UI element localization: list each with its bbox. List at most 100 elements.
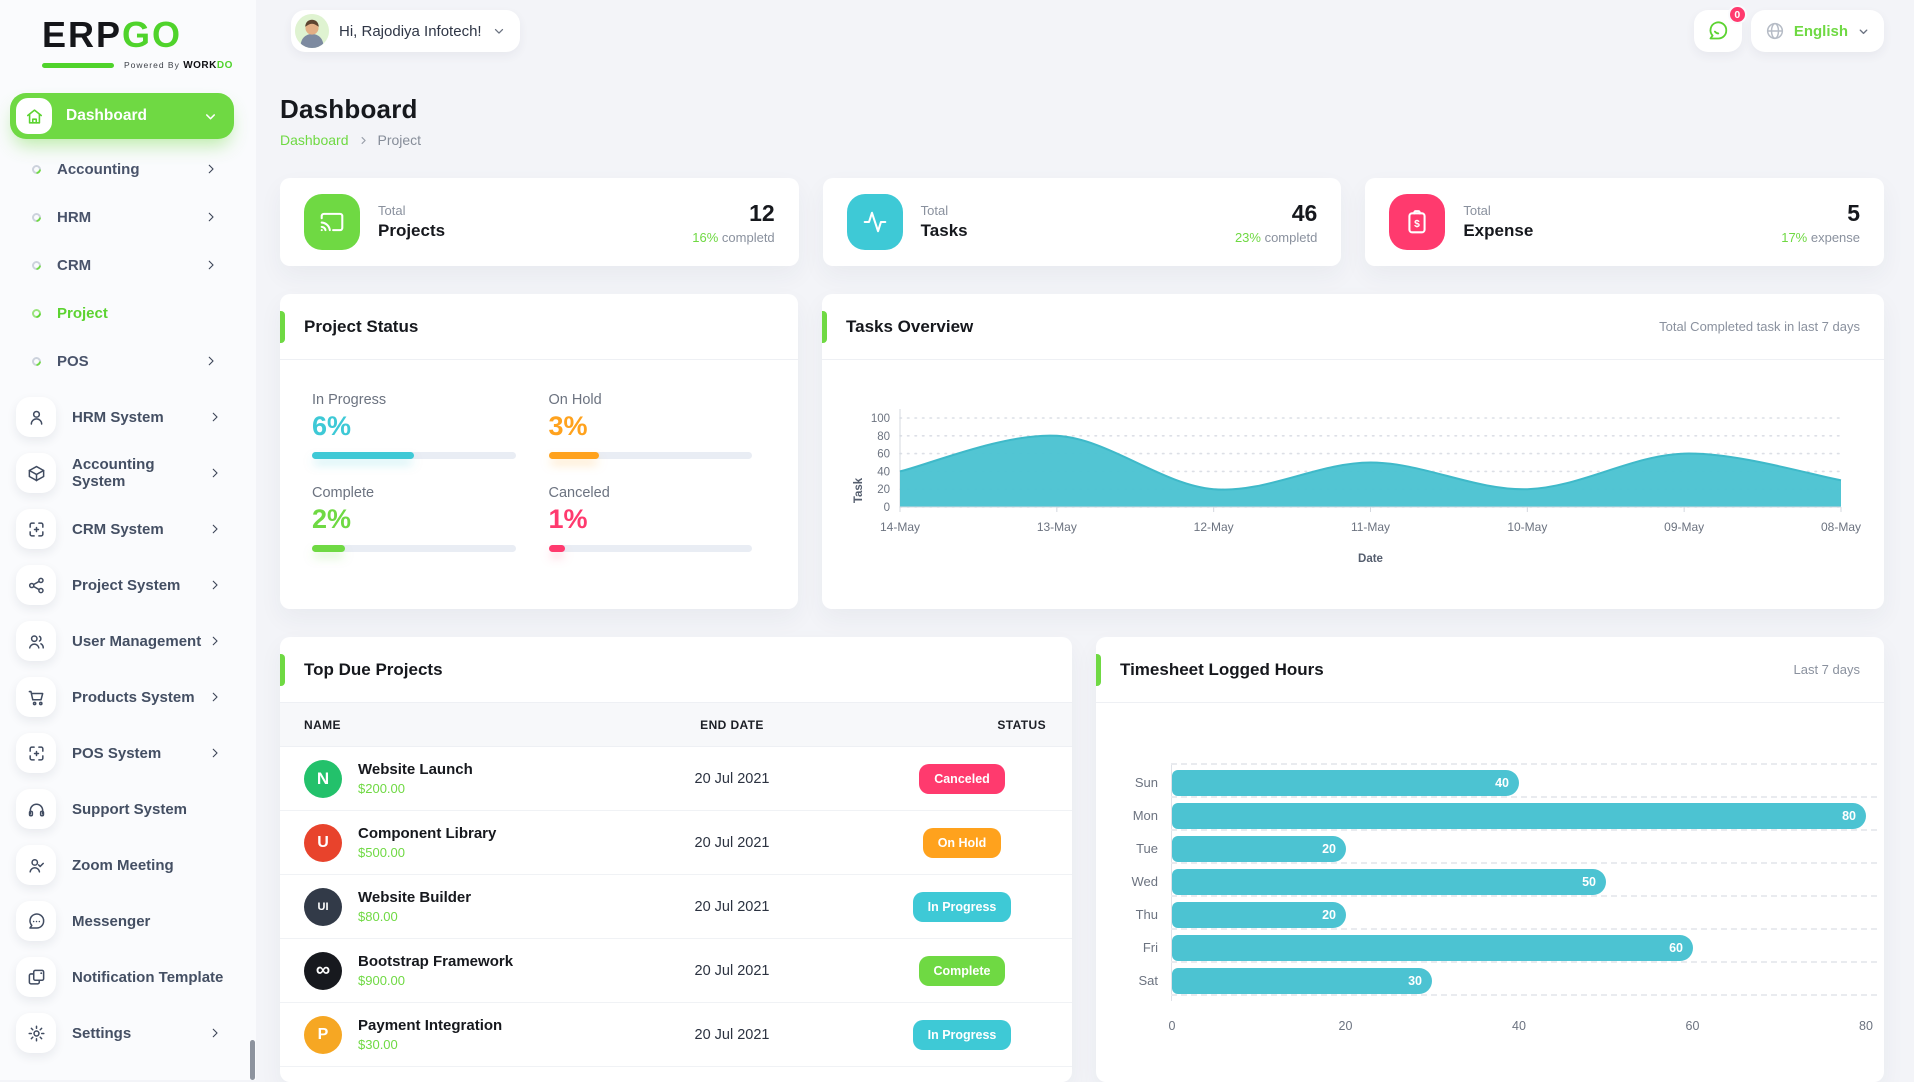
chevron-down-icon [203, 109, 218, 124]
bar-label-sat: Sat [1138, 973, 1158, 988]
user-check-icon [16, 845, 56, 885]
chevron-right-icon [208, 1026, 222, 1040]
sidebar-item-zoom-meeting[interactable]: Zoom Meeting [0, 837, 256, 893]
sidebar-item-project-system[interactable]: Project System [0, 557, 256, 613]
progress-bar [312, 452, 516, 459]
share-icon [16, 565, 56, 605]
sidebar-subitem-pos[interactable]: POS [0, 337, 256, 385]
chevron-right-icon [204, 162, 218, 176]
bar-label-sun: Sun [1134, 775, 1158, 790]
svg-text:09-May: 09-May [1664, 520, 1704, 534]
sidebar-item-hrm-system[interactable]: HRM System [0, 389, 256, 445]
dashboard-submenu: Accounting HRM CRM Project POS [0, 145, 256, 385]
status-badge: In Progress [912, 1019, 1012, 1050]
gear-icon [16, 1013, 56, 1053]
bullet-icon [30, 306, 43, 320]
messages-button[interactable]: 0 [1693, 5, 1747, 52]
svg-text:08-May: 08-May [1821, 520, 1861, 534]
breadcrumb-link-dashboard[interactable]: Dashboard [280, 132, 349, 148]
card-accent [822, 311, 827, 343]
capture-icon [16, 509, 56, 549]
sidebar-item-support-system[interactable]: Support System [0, 781, 256, 837]
topbar: Hi, Rajodiya Infotech! 0 English [280, 5, 1884, 52]
svg-text:20: 20 [877, 484, 890, 496]
project-end-date: 20 Jul 2021 [694, 834, 770, 851]
sidebar-item-messenger[interactable]: Messenger [0, 893, 256, 949]
sidebar-item-notification-template[interactable]: Notification Template [0, 949, 256, 1005]
y-axis-line [1171, 763, 1172, 1001]
capture-icon [16, 733, 56, 773]
tasks-overview-chart: 0 20 40 60 80 100 14-May 13-May 12-May 11-May 10-M… [822, 360, 1884, 609]
language-selector[interactable]: English [1750, 10, 1884, 52]
project-avatar: U [304, 823, 342, 862]
gridline [1171, 895, 1877, 897]
stat-card-tasks: Total Tasks 46 23% completd [822, 178, 1342, 266]
sidebar-item-settings[interactable]: Settings [0, 1005, 256, 1061]
column-end-date: END DATE [700, 717, 764, 732]
svg-text:Date: Date [1358, 553, 1383, 565]
sidebar-item-pos-system[interactable]: POS System [0, 725, 256, 781]
card-subtitle: Total Completed task in last 7 days [1659, 319, 1860, 334]
project-row-component-library[interactable]: U Component Library $500.00 20 Jul 2021 … [280, 811, 1072, 875]
bullet-icon [30, 258, 43, 272]
users-icon [16, 621, 56, 661]
chevron-right-icon [208, 634, 222, 648]
chevron-right-icon [208, 466, 222, 480]
globe-icon [1765, 21, 1785, 41]
project-status-card: Project Status In Progress 6% On Hold 3%… [280, 294, 798, 609]
user-icon [16, 397, 56, 437]
x-tick: 40 [1512, 1019, 1526, 1033]
svg-text:0: 0 [884, 502, 890, 514]
user-menu[interactable]: Hi, Rajodiya Infotech! [291, 10, 520, 52]
card-accent [280, 311, 285, 343]
table-header: NAME END DATE STATUS [280, 703, 1072, 747]
status-complete: Complete 2% [312, 485, 516, 552]
status-badge: Canceled [919, 763, 1005, 794]
gridline [1171, 763, 1877, 765]
project-row-website-launch[interactable]: N Website Launch $200.00 20 Jul 2021 Can… [280, 747, 1072, 811]
bar-label-mon: Mon [1132, 808, 1158, 823]
logo-underline [42, 63, 114, 68]
timesheet-card: Timesheet Logged Hours Last 7 days Sun 40… [1096, 637, 1884, 1082]
sidebar: ERPGO Powered By WORKDO Dashboard Accoun… [0, 0, 256, 1080]
status-on-hold: On Hold 3% [548, 392, 752, 459]
bullet-icon [30, 354, 43, 368]
project-name: Component Library [358, 825, 497, 842]
chevron-right-icon [204, 210, 218, 224]
project-avatar: ∞ [304, 951, 342, 990]
project-row-website-builder[interactable]: UI Website Builder $80.00 20 Jul 2021 In… [280, 875, 1072, 939]
sidebar-subitem-hrm[interactable]: HRM [0, 193, 256, 241]
sidebar-item-accounting-system[interactable]: Accounting System [0, 445, 256, 501]
sidebar-item-dashboard[interactable]: Dashboard [10, 93, 234, 139]
powered-by-label: Powered By WORKDO [124, 60, 233, 71]
chevron-right-icon [204, 258, 218, 272]
app-logo: ERPGO Powered By WORKDO [0, 0, 256, 71]
sidebar-item-crm-system[interactable]: CRM System [0, 501, 256, 557]
sidebar-item-user-management[interactable]: User Management [0, 613, 256, 669]
activity-icon [846, 194, 903, 250]
project-avatar: UI [304, 887, 342, 926]
project-row-bootstrap-framework[interactable]: ∞ Bootstrap Framework $900.00 20 Jul 202… [280, 939, 1072, 1003]
chevron-right-icon [358, 135, 369, 146]
sidebar-subitem-project[interactable]: Project [0, 289, 256, 337]
gridline [1171, 862, 1877, 864]
cart-icon [16, 677, 56, 717]
svg-text:40: 40 [877, 466, 890, 478]
bar-fri: 60 [1172, 935, 1693, 961]
sidebar-subitem-crm[interactable]: CRM [0, 241, 256, 289]
clipboard-dollar-icon: $ [1389, 194, 1446, 250]
stat-cards-row: Total Projects 12 16% completd Total Tas… [280, 178, 1885, 266]
svg-text:$: $ [1414, 219, 1420, 230]
sidebar-scrollbar[interactable] [250, 1040, 255, 1080]
sidebar-item-products-system[interactable]: Products System [0, 669, 256, 725]
gridline [1171, 961, 1877, 963]
project-row-payment-integration[interactable]: P Payment Integration $30.00 20 Jul 2021… [280, 1003, 1072, 1067]
svg-text:11-May: 11-May [1351, 520, 1390, 534]
sidebar-subitem-accounting[interactable]: Accounting [0, 145, 256, 193]
bar-tue: 20 [1172, 836, 1346, 862]
cast-icon [304, 194, 360, 250]
project-name: Bootstrap Framework [358, 953, 514, 970]
stat-card-expense: $ Total Expense 5 17% expense [1365, 178, 1885, 266]
project-price: $500.00 [358, 845, 405, 860]
bar-label-wed: Wed [1131, 874, 1159, 889]
